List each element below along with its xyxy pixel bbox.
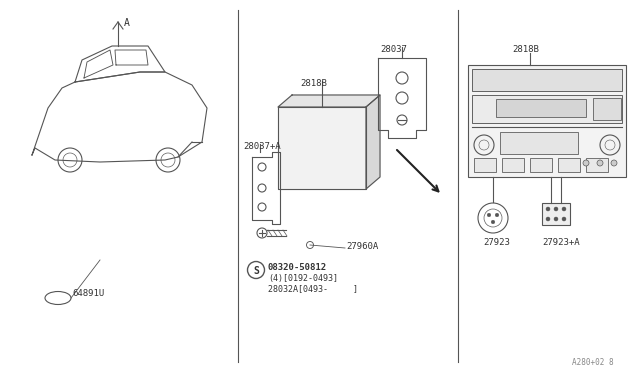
- Text: 28037+A: 28037+A: [243, 142, 280, 151]
- Bar: [500, 132, 578, 154]
- Circle shape: [562, 217, 566, 221]
- Circle shape: [562, 207, 566, 211]
- Bar: [502, 158, 524, 172]
- Circle shape: [546, 217, 550, 221]
- Bar: [474, 158, 496, 172]
- Text: A: A: [124, 18, 130, 28]
- Circle shape: [611, 160, 617, 166]
- Bar: [468, 65, 626, 177]
- Text: 27923: 27923: [483, 238, 510, 247]
- Text: A280+02 8: A280+02 8: [572, 358, 614, 367]
- Text: 2818B: 2818B: [512, 45, 539, 54]
- Circle shape: [554, 207, 558, 211]
- Bar: [586, 158, 608, 172]
- Bar: [558, 158, 580, 172]
- Bar: [472, 69, 622, 91]
- Polygon shape: [366, 95, 380, 189]
- Circle shape: [491, 220, 495, 224]
- Bar: [472, 95, 622, 123]
- Text: 2818B: 2818B: [300, 79, 327, 88]
- Polygon shape: [278, 107, 366, 189]
- Circle shape: [546, 207, 550, 211]
- Bar: [593, 98, 621, 120]
- Text: 08320-50812: 08320-50812: [268, 263, 327, 272]
- Circle shape: [487, 213, 491, 217]
- Bar: [496, 99, 586, 117]
- Text: S: S: [253, 266, 259, 276]
- Bar: [530, 158, 552, 172]
- Text: (4)[0192-0493]: (4)[0192-0493]: [268, 274, 338, 283]
- Circle shape: [495, 213, 499, 217]
- Circle shape: [583, 160, 589, 166]
- Polygon shape: [278, 95, 380, 107]
- Text: 27923+A: 27923+A: [542, 238, 580, 247]
- Text: 28032A[0493-     ]: 28032A[0493- ]: [268, 284, 358, 293]
- Circle shape: [597, 160, 603, 166]
- Text: 64891U: 64891U: [72, 289, 104, 298]
- Text: 27960A: 27960A: [346, 242, 378, 251]
- Bar: [542, 203, 570, 225]
- Circle shape: [554, 217, 558, 221]
- Text: 28037: 28037: [380, 45, 407, 54]
